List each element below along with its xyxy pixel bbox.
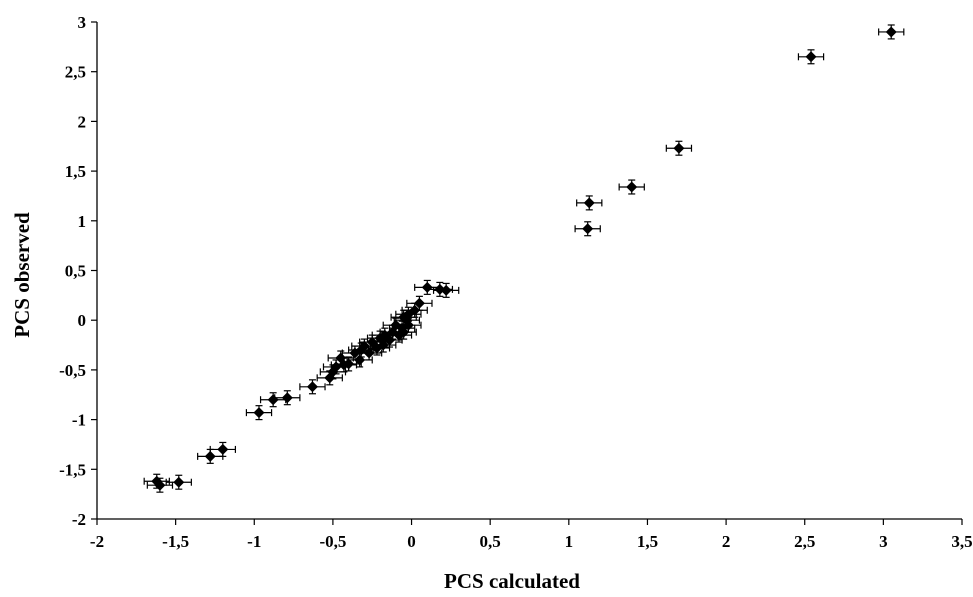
diamond-marker bbox=[349, 347, 361, 359]
y-tick-label: 0 bbox=[78, 311, 87, 330]
diamond-marker bbox=[335, 352, 347, 364]
data-point bbox=[316, 370, 343, 386]
diamond-marker bbox=[626, 181, 638, 193]
y-tick-label: 1 bbox=[78, 212, 87, 231]
diamond-marker bbox=[217, 443, 229, 455]
y-tick-label: -0,5 bbox=[59, 361, 86, 380]
data-point bbox=[406, 295, 433, 311]
y-tick-label: 2 bbox=[78, 112, 87, 131]
x-tick-label: 2 bbox=[722, 532, 731, 551]
x-tick-label: -2 bbox=[90, 532, 104, 551]
diamond-marker bbox=[413, 297, 425, 309]
x-tick-label: 1,5 bbox=[637, 532, 658, 551]
y-tick-label: 3 bbox=[78, 13, 87, 32]
y-tick-label: -2 bbox=[72, 510, 86, 529]
y-tick-label: 2,5 bbox=[65, 63, 86, 82]
diamond-marker bbox=[366, 336, 378, 348]
data-points bbox=[143, 24, 905, 493]
diamond-marker bbox=[306, 381, 318, 393]
y-tick-label: 1,5 bbox=[65, 162, 86, 181]
data-point bbox=[576, 195, 603, 211]
diamond-marker bbox=[885, 26, 897, 38]
x-axis-title: PCS calculated bbox=[444, 569, 580, 592]
axes: -2 -1,5 -1 -0,5 0 0,5 1 1,5 2 2,5 3 3,5 -2 -1,5 -1 -0,5… bbox=[59, 13, 973, 551]
x-tick-label: -0,5 bbox=[319, 532, 346, 551]
data-point bbox=[299, 379, 326, 395]
diamond-marker bbox=[281, 392, 293, 404]
data-point bbox=[390, 309, 417, 325]
diamond-marker bbox=[267, 394, 279, 406]
data-point bbox=[165, 474, 192, 490]
data-point bbox=[259, 392, 287, 408]
data-point bbox=[197, 448, 224, 464]
y-tick-label: -1,5 bbox=[59, 460, 86, 479]
data-point bbox=[574, 221, 601, 237]
y-axis-title: PCS observed bbox=[10, 212, 34, 338]
diamond-marker bbox=[583, 197, 595, 209]
data-point bbox=[878, 24, 905, 40]
x-tick-label: 2,5 bbox=[794, 532, 815, 551]
diamond-marker bbox=[173, 476, 185, 488]
diamond-marker bbox=[204, 450, 216, 462]
diamond-marker bbox=[253, 407, 265, 419]
diamond-marker bbox=[673, 142, 685, 154]
data-point bbox=[274, 390, 301, 406]
data-point bbox=[327, 350, 354, 366]
x-tick-label: 3,5 bbox=[951, 532, 972, 551]
diamond-marker bbox=[582, 223, 594, 235]
diamond-marker bbox=[805, 51, 817, 63]
data-point bbox=[143, 473, 170, 489]
x-tick-label: 0 bbox=[407, 532, 416, 551]
data-point bbox=[665, 140, 693, 156]
data-point bbox=[432, 282, 460, 298]
data-point bbox=[618, 179, 645, 195]
x-tick-label: -1 bbox=[247, 532, 261, 551]
x-tick-label: -1,5 bbox=[162, 532, 189, 551]
y-tick-label: -1 bbox=[72, 411, 86, 430]
y-tick-label: 0,5 bbox=[65, 262, 86, 281]
diamond-marker bbox=[398, 311, 410, 323]
data-point bbox=[797, 49, 825, 65]
x-tick-label: 0,5 bbox=[480, 532, 501, 551]
x-tick-label: 1 bbox=[565, 532, 574, 551]
diamond-marker bbox=[151, 475, 163, 487]
x-tick-label: 3 bbox=[879, 532, 888, 551]
diamond-marker bbox=[324, 372, 336, 384]
diamond-marker bbox=[440, 284, 452, 296]
data-point bbox=[245, 405, 273, 421]
